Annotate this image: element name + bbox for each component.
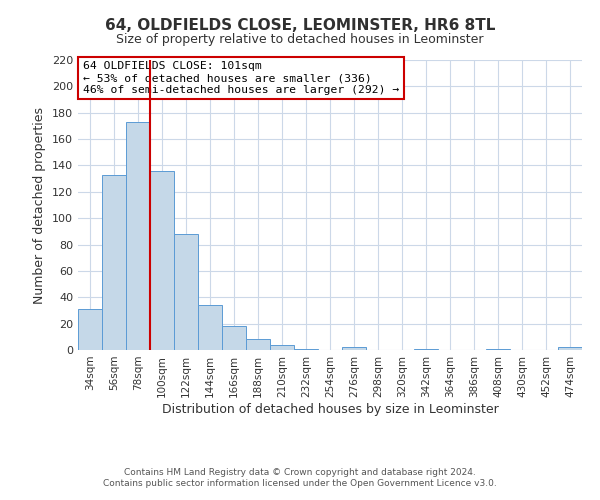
- Bar: [198, 305, 222, 350]
- Text: 64 OLDFIELDS CLOSE: 101sqm
← 53% of detached houses are smaller (336)
46% of sem: 64 OLDFIELDS CLOSE: 101sqm ← 53% of deta…: [83, 62, 399, 94]
- Bar: [150, 170, 174, 350]
- X-axis label: Distribution of detached houses by size in Leominster: Distribution of detached houses by size …: [161, 402, 499, 415]
- Bar: [78, 309, 102, 350]
- Bar: [102, 174, 126, 350]
- Text: 64, OLDFIELDS CLOSE, LEOMINSTER, HR6 8TL: 64, OLDFIELDS CLOSE, LEOMINSTER, HR6 8TL: [105, 18, 495, 32]
- Bar: [294, 348, 318, 350]
- Bar: [174, 234, 198, 350]
- Bar: [270, 344, 294, 350]
- Bar: [246, 340, 270, 350]
- Bar: [342, 348, 366, 350]
- Bar: [558, 348, 582, 350]
- Y-axis label: Number of detached properties: Number of detached properties: [34, 106, 46, 304]
- Bar: [486, 348, 510, 350]
- Text: Contains HM Land Registry data © Crown copyright and database right 2024.
Contai: Contains HM Land Registry data © Crown c…: [103, 468, 497, 487]
- Bar: [414, 348, 438, 350]
- Text: Size of property relative to detached houses in Leominster: Size of property relative to detached ho…: [116, 32, 484, 46]
- Bar: [126, 122, 150, 350]
- Bar: [222, 326, 246, 350]
